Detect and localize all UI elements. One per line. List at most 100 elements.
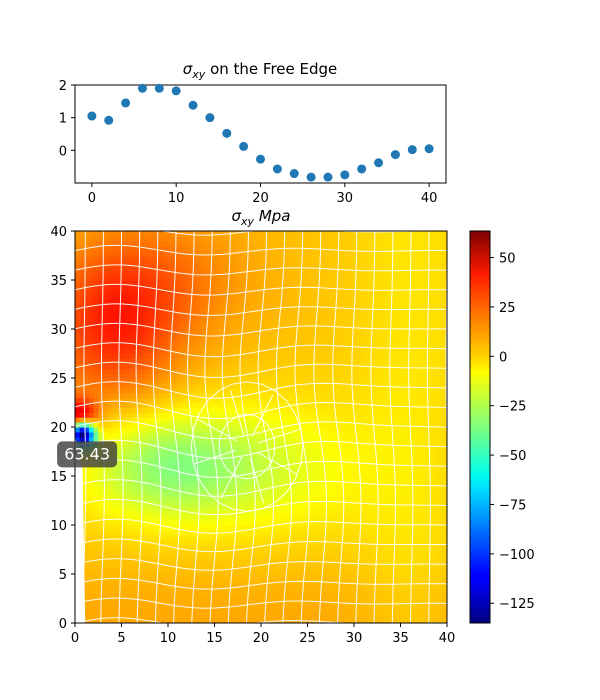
stress-cell	[242, 348, 248, 355]
stress-cell	[88, 471, 95, 477]
stress-cell	[307, 485, 313, 492]
stress-cell	[75, 422, 81, 428]
stress-cell	[181, 441, 188, 448]
stress-cell	[163, 539, 169, 546]
stress-cell	[298, 549, 304, 555]
stress-cell	[279, 343, 285, 350]
stress-cell	[279, 353, 285, 359]
stress-cell	[302, 574, 309, 580]
stress-cell	[181, 461, 188, 467]
stress-cell	[177, 358, 183, 364]
stress-cell	[274, 500, 281, 506]
stress-cell	[168, 412, 174, 418]
stress-cell	[130, 500, 137, 506]
stress-cell	[93, 520, 99, 526]
stress-cell	[195, 466, 202, 472]
stress-cell	[172, 368, 178, 374]
stress-cell	[163, 284, 169, 291]
stress-cell	[265, 520, 271, 526]
stress-cell	[186, 382, 192, 389]
stress-cell	[130, 417, 137, 423]
stress-cell	[340, 314, 346, 320]
stress-cell	[135, 324, 141, 330]
stress-cell	[284, 476, 290, 482]
stress-cell	[330, 368, 336, 374]
stress-cell	[181, 549, 188, 555]
stress-cell	[102, 353, 109, 359]
stress-cell	[168, 461, 174, 467]
stress-cell	[98, 490, 104, 497]
stress-cell	[149, 559, 155, 565]
stress-cell	[265, 578, 271, 585]
stress-cell	[84, 471, 90, 477]
stress-cell	[93, 231, 99, 237]
stress-cell	[223, 378, 230, 384]
stress-cell	[93, 534, 99, 541]
stress-cell	[251, 284, 257, 291]
stress-cell	[256, 289, 262, 296]
stress-cell	[335, 309, 341, 315]
stress-cell	[228, 485, 234, 492]
stress-cell	[279, 574, 285, 580]
stress-cell	[116, 280, 123, 286]
stress-cell	[242, 397, 248, 404]
stress-cell	[177, 284, 183, 291]
stress-cell	[321, 534, 327, 541]
stress-cell	[84, 387, 90, 394]
stress-cell	[288, 280, 295, 286]
stress-cell	[191, 593, 197, 600]
stress-cell	[177, 427, 183, 433]
stress-cell	[200, 471, 206, 477]
stress-cell	[298, 480, 304, 487]
stress-cell	[93, 574, 99, 580]
stress-cell	[274, 417, 281, 423]
stress-cell	[279, 539, 285, 546]
stress-cell	[228, 319, 234, 325]
stress-cell	[209, 461, 216, 467]
stress-cell	[354, 382, 360, 389]
stress-cell	[172, 382, 178, 389]
stress-cell	[358, 319, 364, 325]
stress-cell	[335, 436, 341, 443]
stress-cell	[98, 407, 104, 413]
stress-cell	[205, 593, 211, 600]
stress-cell	[93, 235, 99, 242]
stress-cell	[349, 549, 355, 555]
stress-cell	[326, 510, 332, 516]
stress-cell	[316, 407, 323, 413]
stress-cell	[298, 387, 304, 394]
stress-cell	[321, 275, 327, 281]
stress-cell	[181, 309, 188, 315]
stress-cell	[274, 608, 281, 614]
stress-cell	[209, 260, 216, 266]
stress-cell	[93, 333, 99, 340]
stress-cell	[261, 515, 267, 521]
stress-cell	[358, 544, 364, 551]
stress-cell	[116, 471, 123, 477]
stress-cell	[149, 471, 155, 477]
stress-cell	[279, 373, 285, 379]
stress-cell	[130, 480, 137, 487]
stress-cell	[270, 598, 276, 604]
stress-cell	[354, 338, 360, 345]
stress-cell	[335, 304, 341, 310]
stress-cell	[284, 373, 290, 379]
stress-cell	[181, 436, 188, 443]
stress-cell	[177, 564, 183, 570]
stress-cell	[293, 446, 299, 453]
stress-cell	[251, 275, 257, 281]
stress-cell	[228, 510, 234, 516]
stress-cell	[354, 422, 360, 428]
stress-cell	[172, 407, 178, 413]
stress-cell	[154, 255, 160, 261]
stress-cell	[247, 324, 253, 330]
stress-cell	[191, 363, 197, 369]
stress-cell	[149, 578, 155, 585]
stress-cell	[270, 534, 276, 541]
stress-cell	[79, 427, 85, 433]
stress-cell	[279, 319, 285, 325]
stress-cell	[279, 329, 285, 335]
stress-cell	[302, 485, 309, 492]
stress-cell	[330, 436, 336, 443]
stress-cell	[93, 515, 99, 521]
